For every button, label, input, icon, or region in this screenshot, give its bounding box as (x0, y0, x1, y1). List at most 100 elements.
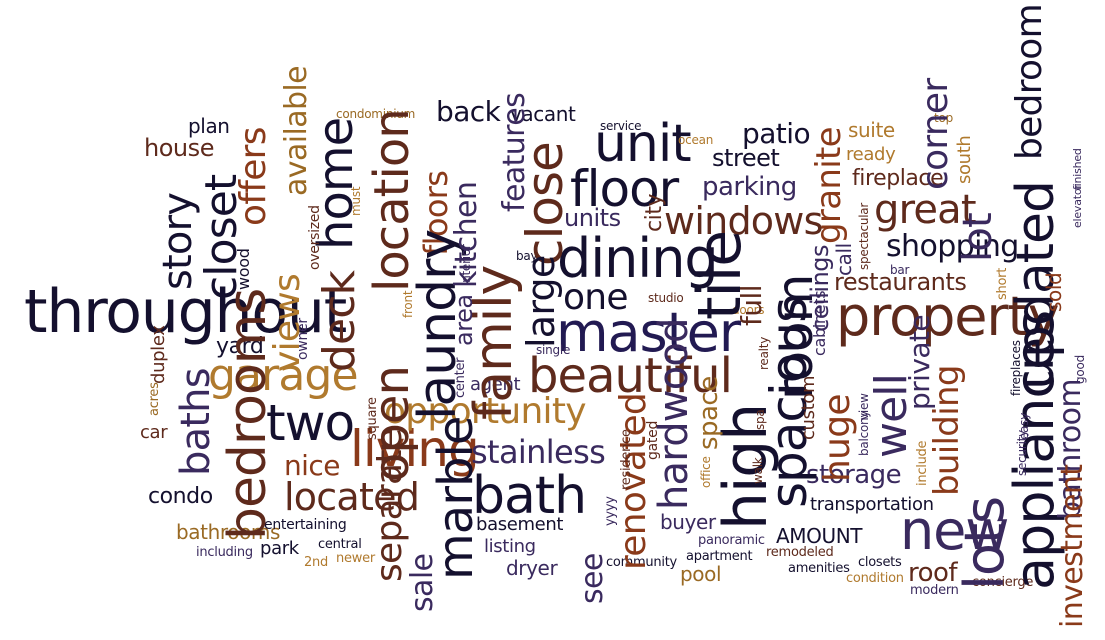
word-back: back (436, 95, 501, 128)
word-single: doors (732, 303, 765, 317)
word-lots: bedroom (1009, 4, 1050, 160)
word-closet: story (155, 192, 201, 290)
word-oversized: owner (295, 318, 311, 360)
word-units: units (564, 204, 621, 232)
word-buyer: buyer (660, 510, 716, 534)
word-see: area (450, 294, 478, 346)
word-views: offers (233, 127, 274, 226)
word-custom: call (832, 243, 856, 276)
word-front: must (349, 186, 363, 216)
word-dryer: dryer (506, 556, 558, 580)
word-suite: suite (848, 118, 895, 142)
word-home: deck (314, 270, 365, 372)
word-story: acres (147, 382, 162, 416)
word-ocean: ocean (678, 133, 714, 147)
word-condition: condition (846, 571, 904, 586)
word-house: house (144, 134, 214, 162)
word-master: master (556, 301, 741, 364)
word-area: marble (428, 416, 484, 580)
word-walk: office (699, 456, 713, 488)
word-bathrooms: bathrooms (176, 520, 281, 544)
word-park: park (260, 538, 299, 559)
word-loft: finished (1071, 148, 1084, 190)
word-apartment: apartment (686, 549, 753, 564)
word-newer: newer (336, 551, 375, 566)
word-baths: bedrooms (218, 288, 278, 540)
word-renovated: see (575, 553, 610, 604)
word-agent: agent (470, 374, 521, 395)
word-separate: baths (173, 368, 219, 476)
word-lot: corner (915, 78, 956, 190)
word-throughout: throughout (24, 277, 347, 347)
word-residence: gated (645, 420, 661, 460)
word-call: cabinets (810, 290, 829, 356)
word-pool: pool (680, 562, 722, 586)
word-acres: bar (890, 263, 910, 277)
word-transportation: transportation (810, 494, 934, 515)
word-shopping: shopping (886, 229, 1019, 264)
word-bathroom: building (927, 365, 967, 496)
word-floor: floor (570, 160, 679, 218)
word-must: oversized (307, 205, 323, 270)
word-building: huge (817, 394, 858, 482)
word-one: one (563, 277, 629, 318)
word-balcony: realty (757, 336, 771, 370)
word-amount: AMOUNT (776, 524, 863, 548)
word-south: sold (1042, 272, 1066, 312)
word-roof: roof (908, 558, 958, 588)
word-owner: wood (234, 248, 253, 290)
word-community: community (606, 555, 677, 570)
word-center: interior (459, 244, 473, 286)
word-concierge: concierge (972, 575, 1034, 590)
word-plan: plan (188, 114, 230, 138)
word-entertaining: entertaining (264, 517, 347, 533)
word-central: central (318, 537, 362, 552)
word-duplex: south (954, 135, 975, 184)
word-sold: custom (798, 375, 819, 440)
word-spectacular: include (915, 440, 930, 486)
word-unit: unit (594, 114, 692, 174)
word-realty: spa (753, 409, 767, 430)
word-condominium: condominium (336, 107, 416, 121)
word-fireplace: fireplace (852, 166, 944, 191)
word-bedrooms: lots (953, 496, 1016, 590)
word-well: space (694, 376, 724, 450)
word-closets: closets (858, 555, 902, 570)
word-yyyy: residence (619, 429, 634, 490)
word-spa: walk (751, 457, 765, 485)
word-bar: single (536, 343, 571, 357)
word-great: great (874, 187, 977, 233)
word-security: fireplaces (1009, 340, 1023, 396)
word-city: large (519, 255, 563, 349)
word-living: living (350, 420, 480, 478)
word-windows: windows (664, 199, 823, 243)
word-studio: bay (516, 249, 538, 263)
word-doors: studio (648, 291, 684, 305)
word-car: car (140, 422, 168, 443)
word-fireplaces: spectacular (857, 202, 871, 270)
word-condo: condo (148, 484, 213, 509)
word-wood: duplex (148, 325, 169, 384)
word-elevator: good (1073, 355, 1087, 384)
word-storage: storage (806, 460, 902, 490)
word-nice: nice (284, 449, 340, 482)
word-include: view (857, 393, 871, 420)
word-updated: lot (955, 213, 1001, 262)
word-bath: bath (472, 466, 587, 526)
word-patio: patio (742, 117, 811, 150)
word-located: located (284, 475, 420, 519)
word-beautiful: beautiful (528, 348, 733, 404)
word-gated: square (365, 397, 380, 440)
word-2nd: 2nd (304, 555, 328, 570)
word-remodeled: remodeled (766, 545, 834, 560)
word-garage: garage (208, 350, 359, 401)
word-finished: elevator (1071, 184, 1084, 228)
word-dining: dining (557, 227, 719, 290)
word-street: street (712, 144, 780, 172)
word-listing: listing (484, 536, 536, 557)
word-tile: city (642, 193, 667, 232)
word-vacant: vacant (510, 102, 576, 126)
word-new: new (900, 499, 1009, 562)
word-property: property (836, 285, 1060, 348)
